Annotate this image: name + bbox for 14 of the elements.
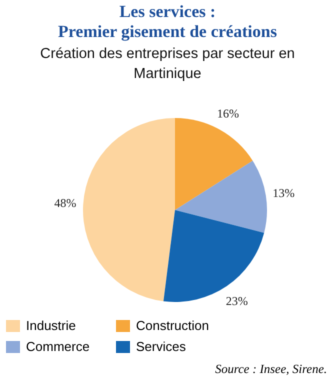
data-label: 48% bbox=[54, 196, 76, 210]
chart-title: Les services : Premier gisement de créations bbox=[57, 2, 278, 42]
legend-label: Industrie bbox=[26, 318, 76, 333]
legend-label: Construction bbox=[136, 318, 209, 333]
data-label: 23% bbox=[226, 294, 248, 308]
legend-label: Commerce bbox=[26, 339, 90, 354]
chart-subtitle: Création des entreprises par secteur en Martinique bbox=[39, 45, 296, 84]
legend-label: Services bbox=[136, 339, 186, 354]
data-label: 16% bbox=[216, 106, 239, 121]
data-label: 13% bbox=[272, 186, 295, 200]
pie-slice bbox=[175, 160, 267, 233]
pie-slice bbox=[83, 118, 175, 302]
pie-slice bbox=[175, 118, 253, 210]
source-note: Source : Insee, Sirene. bbox=[215, 362, 327, 377]
